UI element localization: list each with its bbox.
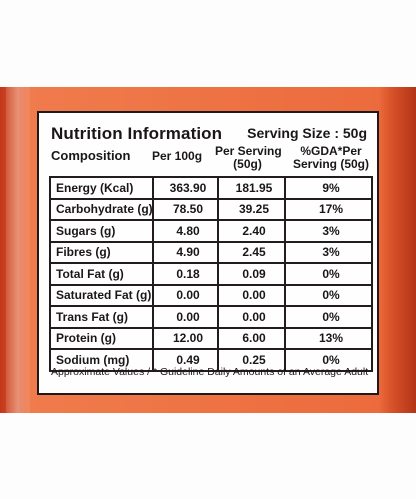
table-row: Sugars (g) 4.80 2.40 3% <box>49 219 373 243</box>
per-100g-value: 78.50 <box>152 197 219 221</box>
header-per-100g: Per 100g <box>152 149 203 163</box>
per-serving-value: 2.45 <box>217 240 286 264</box>
per-100g-value: 0.00 <box>152 305 219 329</box>
per-serving-value: 181.95 <box>217 176 286 200</box>
header-per-serving: Per Serving (50g) <box>215 144 282 171</box>
nutrient-name: Energy (Kcal) <box>49 176 154 200</box>
label-title: Nutrition Information <box>51 124 223 143</box>
per-serving-value: 0.09 <box>217 262 286 286</box>
nutrient-name: Sugars (g) <box>49 219 154 243</box>
per-serving-value: 0.00 <box>217 305 286 329</box>
header-gda-line2: Serving (50g) <box>292 157 370 171</box>
gda-value: 3% <box>284 240 373 264</box>
table-row: Energy (Kcal) 363.90 181.95 9% <box>49 176 373 200</box>
serving-size: Serving Size : 50g <box>247 125 367 141</box>
per-100g-value: 0.18 <box>152 262 219 286</box>
gda-value: 17% <box>284 197 373 221</box>
header-per-serving-line2: (50g) <box>233 157 262 171</box>
per-serving-value: 2.40 <box>217 219 286 243</box>
nutrient-name: Carbohydrate (g) <box>49 197 154 221</box>
per-serving-value: 6.00 <box>217 326 286 350</box>
gda-value: 13% <box>284 326 373 350</box>
nutrient-name: Protein (g) <box>49 326 154 350</box>
table-row: Protein (g) 12.00 6.00 13% <box>49 326 373 350</box>
table-row: Total Fat (g) 0.18 0.09 0% <box>49 262 373 286</box>
nutrition-table: Energy (Kcal) 363.90 181.95 9% Carbohydr… <box>49 176 373 372</box>
per-serving-value: 39.25 <box>217 197 286 221</box>
header-composition: Composition <box>51 148 131 163</box>
nutrient-name: Saturated Fat (g) <box>49 283 154 307</box>
nutrition-label: Nutrition Information Serving Size : 50g… <box>37 111 379 395</box>
table-row: Fibres (g) 4.90 2.45 3% <box>49 240 373 264</box>
per-100g-value: 363.90 <box>152 176 219 200</box>
header-gda-line1: %GDA*Per <box>300 144 362 158</box>
nutrient-name: Sodium (mg) <box>49 348 154 372</box>
per-100g-value: 0.49 <box>152 348 219 372</box>
per-100g-value: 4.80 <box>152 219 219 243</box>
per-100g-value: 0.00 <box>152 283 219 307</box>
per-100g-value: 12.00 <box>152 326 219 350</box>
nutrient-name: Trans Fat (g) <box>49 305 154 329</box>
header-per-serving-line1: Per Serving <box>215 144 282 158</box>
footnote: Approximate Values / * Guideline Daily A… <box>51 366 369 378</box>
table-row: Saturated Fat (g) 0.00 0.00 0% <box>49 283 373 307</box>
gda-value: 0% <box>284 262 373 286</box>
gda-value: 0% <box>284 305 373 329</box>
per-serving-value: 0.25 <box>217 348 286 372</box>
gda-value: 0% <box>284 283 373 307</box>
per-serving-value: 0.00 <box>217 283 286 307</box>
gda-value: 3% <box>284 219 373 243</box>
gda-value: 0% <box>284 348 373 372</box>
table-row: Carbohydrate (g) 78.50 39.25 17% <box>49 197 373 221</box>
table-row: Sodium (mg) 0.49 0.25 0% <box>49 348 373 372</box>
nutrient-name: Total Fat (g) <box>49 262 154 286</box>
nutrient-name: Fibres (g) <box>49 240 154 264</box>
table-row: Trans Fat (g) 0.00 0.00 0% <box>49 305 373 329</box>
per-100g-value: 4.90 <box>152 240 219 264</box>
header-gda: %GDA*Per Serving (50g) <box>286 145 376 171</box>
gda-value: 9% <box>284 176 373 200</box>
